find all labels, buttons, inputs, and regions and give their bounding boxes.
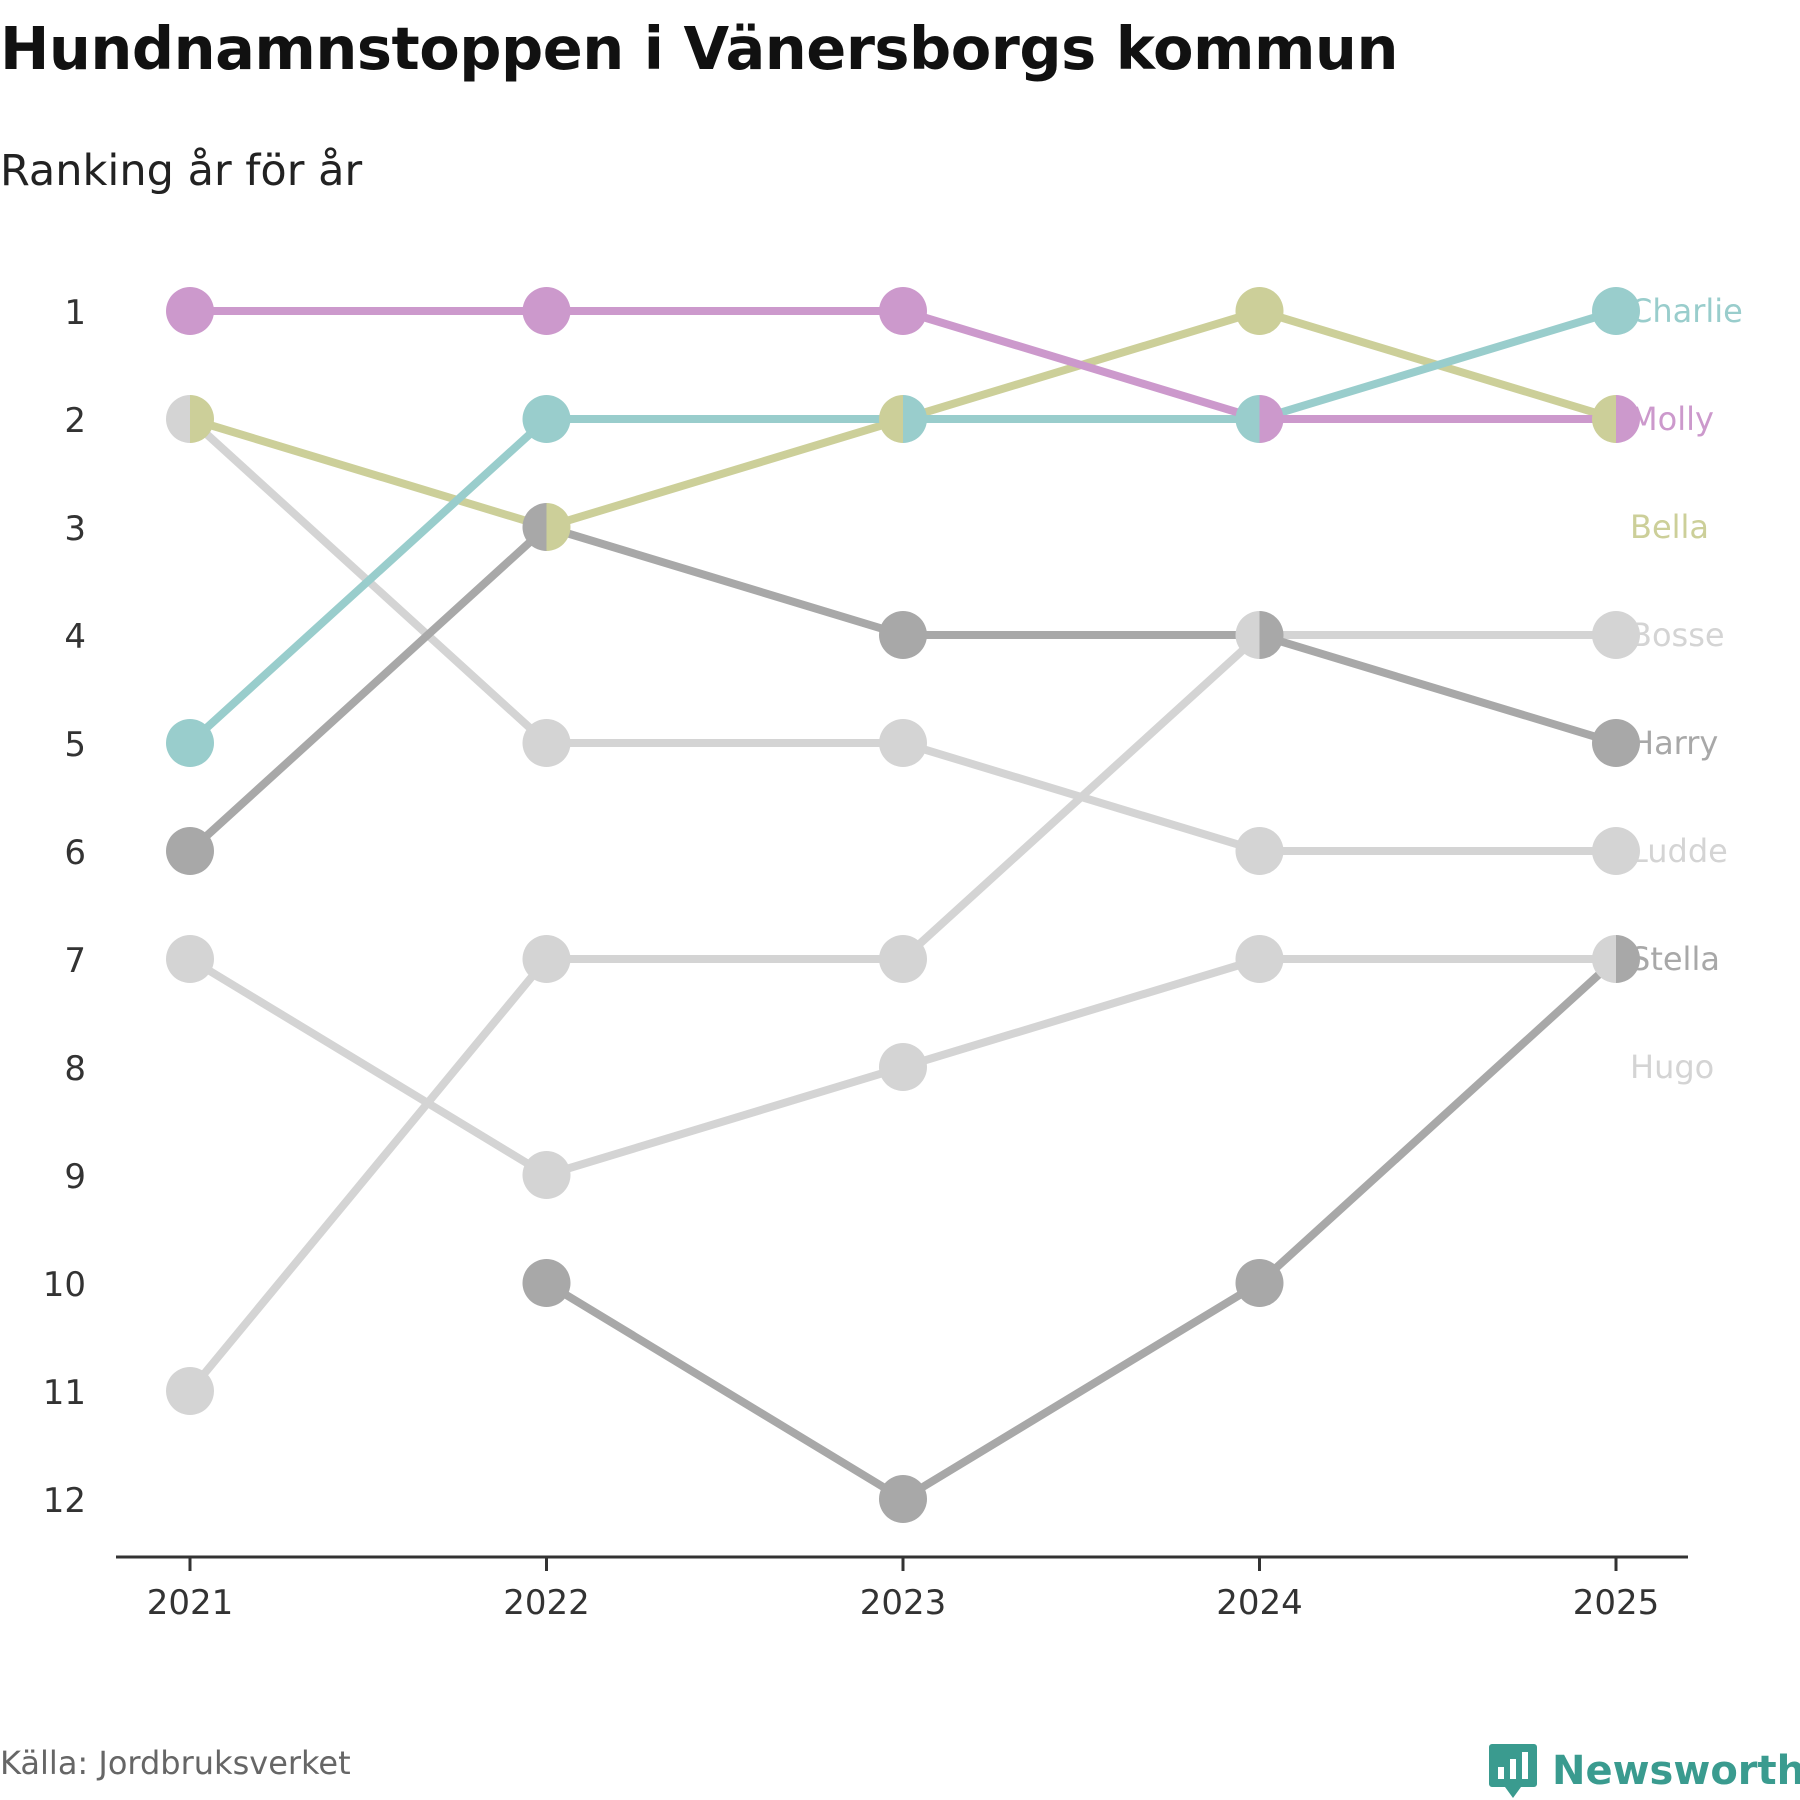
- y-tick-label: 9: [64, 1157, 86, 1197]
- y-tick-label: 12: [43, 1481, 86, 1521]
- series-label-bosse: Bosse: [1630, 616, 1725, 654]
- y-tick-label: 2: [64, 401, 86, 441]
- marker-bella: [1235, 287, 1284, 335]
- y-tick-label: 4: [64, 617, 86, 657]
- marker-harry: [1592, 719, 1640, 767]
- marker-bosse: [1235, 611, 1260, 659]
- y-tick-label: 6: [64, 833, 86, 873]
- y-tick-label: 1: [64, 293, 86, 333]
- marker-bella: [546, 503, 571, 551]
- marker-hugo: [1235, 935, 1284, 983]
- marker-hugo: [166, 935, 214, 983]
- x-tick-label: 2025: [1573, 1583, 1660, 1623]
- marker-charlie: [1235, 395, 1260, 443]
- marker-charlie: [522, 395, 571, 443]
- series-label-hugo: Hugo: [1630, 1048, 1714, 1086]
- marker-ludde: [166, 395, 190, 443]
- x-tick-label: 2024: [1216, 1583, 1303, 1623]
- marker-ludde: [879, 719, 927, 767]
- marker-stella: [1616, 935, 1640, 983]
- series-line-harry: [187, 523, 1618, 854]
- marker-bosse: [166, 1367, 214, 1415]
- series-line-stella: [544, 956, 1619, 1503]
- marker-hugo: [879, 1043, 927, 1091]
- marker-molly: [879, 287, 927, 335]
- marker-bosse: [522, 935, 571, 983]
- marker-molly: [166, 287, 214, 335]
- y-tick-label: 11: [43, 1373, 86, 1413]
- marker-charlie: [903, 395, 927, 443]
- marker-bella: [190, 395, 214, 443]
- marker-molly: [522, 287, 571, 335]
- marker-ludde: [522, 719, 571, 767]
- marker-harry: [166, 827, 214, 875]
- marker-bosse: [879, 935, 927, 983]
- newsworthy-logo-icon: [1489, 1744, 1537, 1798]
- marker-molly: [1259, 395, 1284, 443]
- y-tick-label: 10: [43, 1265, 86, 1305]
- x-tick-label: 2021: [147, 1583, 234, 1623]
- y-tick-label: 7: [64, 941, 86, 981]
- series-label-ludde: Ludde: [1630, 832, 1728, 870]
- marker-harry: [879, 611, 927, 659]
- x-tick-label: 2023: [860, 1583, 947, 1623]
- source-note: Källa: Jordbruksverket: [0, 1744, 351, 1782]
- marker-stella: [522, 1259, 571, 1307]
- marker-hugo: [1592, 935, 1616, 983]
- chart-title: Hundnamnstoppen i Vänersborgs kommun: [0, 14, 1398, 83]
- marker-charlie: [166, 719, 214, 767]
- marker-ludde: [1235, 827, 1284, 875]
- marker-bella: [879, 395, 903, 443]
- series-label-bella: Bella: [1630, 508, 1709, 546]
- series-label-harry: Harry: [1630, 724, 1718, 762]
- marker-harry: [522, 503, 547, 551]
- series-label-molly: Molly: [1630, 400, 1714, 438]
- marker-stella: [879, 1475, 927, 1523]
- marker-molly: [1616, 395, 1640, 443]
- marker-stella: [1235, 1259, 1284, 1307]
- y-tick-label: 5: [64, 725, 86, 765]
- x-tick-label: 2022: [503, 1583, 590, 1623]
- marker-hugo: [522, 1151, 571, 1199]
- series-label-charlie: Charlie: [1630, 292, 1743, 330]
- marker-bella: [1592, 395, 1616, 443]
- series-label-stella: Stella: [1630, 940, 1720, 978]
- brand-name: Newsworthy: [1552, 1748, 1800, 1794]
- chart-subtitle: Ranking år för år: [0, 146, 363, 196]
- brand: Newsworthy: [1488, 1742, 1800, 1800]
- y-tick-label: 8: [64, 1049, 86, 1089]
- marker-harry: [1259, 611, 1284, 659]
- marker-charlie: [1592, 287, 1640, 335]
- y-tick-label: 3: [64, 509, 86, 549]
- marker-bosse: [1592, 611, 1640, 659]
- marker-ludde: [1592, 827, 1640, 875]
